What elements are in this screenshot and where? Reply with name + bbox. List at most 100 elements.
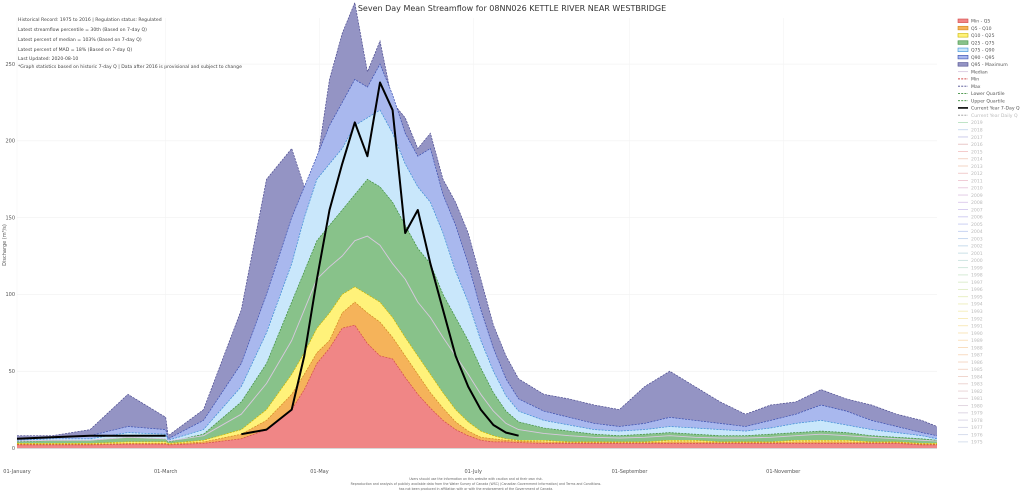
band-q25-q75 [17,179,937,449]
x-tick-label: 01-March [154,469,177,475]
legend-label: 1989 [971,338,983,344]
y-tick-label: 100 [5,292,15,298]
legend-swatch [957,62,969,67]
footer-line: Reproduction and analysis of publicly av… [351,482,602,486]
legend-label: Current Year 7-Day Q [971,106,1020,112]
legend-label: 1998 [971,273,983,279]
legend-swatch [957,33,969,38]
legend-label: 1994 [971,302,983,308]
legend-label: 2004 [971,229,983,235]
band-q95-maximum [17,2,937,448]
y-tick-label: 0 [12,446,15,452]
band-edge-line [16,63,938,440]
y-tick-label: 250 [5,62,15,68]
legend-label: Min - Q5 [971,19,990,25]
legend-label: Q90 - Q95 [971,55,995,61]
legend-label: 1988 [971,345,983,351]
legend-label: 1999 [971,265,983,271]
legend-label: 2009 [971,193,983,199]
band-q90-q95 [17,64,937,448]
legend-label: 2003 [971,236,983,242]
info-line: Latest percent of median = 103% (Based o… [18,37,142,43]
legend-label: 2017 [971,135,983,141]
legend-label: 1980 [971,403,983,409]
legend-label: Median [971,69,988,75]
legend-label: Min [971,77,979,83]
legend-label: 2018 [971,128,983,134]
legend-label: 1978 [971,418,983,424]
legend-label: 2006 [971,215,983,221]
legend-label: 1981 [971,396,983,402]
y-axis-label: Discharge (m³/s) [2,224,8,266]
legend-label: 1997 [971,280,983,286]
legend-label: 1990 [971,331,983,337]
legend-label: 2014 [971,157,983,163]
legend-swatch [957,40,969,45]
legend-label: 2008 [971,200,983,206]
legend-label: 1993 [971,309,983,315]
legend-label: 1985 [971,367,983,373]
legend-label: 1979 [971,411,983,417]
x-tick-label: 01-July [465,469,482,475]
legend-label: Q5 - Q10 [971,26,992,32]
x-tick-label: 01-November [766,469,801,475]
info-line: Last Updated: 2020-08-10 [18,56,78,62]
legend-label: 2010 [971,186,983,192]
legend-label: Q95 - Maximum [971,62,1008,68]
legend-label: 1996 [971,287,983,293]
legend-label: 1982 [971,389,983,395]
legend-label: 2001 [971,251,983,257]
info-line: Latest streamflow percentile = 30th (Bas… [18,27,147,33]
legend-label: Lower Quartile [971,91,1005,97]
legend-label: 1992 [971,316,983,322]
band-edge-line [16,178,938,443]
legend-label: 1995 [971,294,983,300]
band-edge-line [17,324,937,446]
legend-label: 2016 [971,142,983,148]
legend-swatch [957,25,969,31]
legend-label: 1987 [971,353,983,359]
info-line: *Graph statistics based on historic 7-da… [18,64,242,70]
legend-label: Upper Quartile [971,98,1005,104]
legend-label: 2005 [971,222,983,228]
x-tick-label: 01-January [3,469,30,475]
legend-label: 2011 [971,178,983,184]
legend-label: 1975 [971,440,983,446]
band-edge-line [17,301,937,445]
info-line: Latest percent of MAD = 18% (Based on 7-… [18,47,132,53]
legend-label: 1977 [971,425,983,431]
band-edge-line [16,109,938,441]
band-edge-line [17,286,937,444]
legend-label: 1983 [971,382,983,388]
footer-line: has not been produced in affiliation wit… [399,487,553,491]
legend-label: Max [971,84,981,90]
series-line-current-year-7-day-q [16,81,519,440]
legend-swatch [957,47,969,52]
y-tick-label: 50 [9,369,15,375]
x-tick-label: 01-May [310,469,329,475]
y-tick-label: 150 [5,215,15,221]
footer: Users should use the information on this… [351,477,602,491]
legend-label: 2012 [971,171,983,177]
legend-swatch [957,54,969,60]
info-box: Historical Record: 1975 to 2016 | Regula… [18,17,242,70]
legend-label: Q10 - Q25 [971,33,995,39]
x-tick-label: 01-September [612,469,649,475]
legend-label: Q75 - Q90 [971,48,995,54]
legend-label: 2019 [971,120,983,126]
legend-label: Q25 - Q75 [971,40,995,46]
legend-label: 1991 [971,324,983,330]
plot-area: 0 50 100 150 200 250 01-January 01-March 01-May 0… [3,1,938,475]
band-edge-line [17,1,938,437]
legend-label: 2013 [971,164,983,170]
legend-label: Current Year Daily Q [971,113,1018,119]
legend-label: 1986 [971,360,983,366]
legend-label: 2002 [971,244,983,250]
info-line: Historical Record: 1975 to 2016 | Regula… [18,17,162,23]
chart-title: Seven Day Mean Streamflow for 08NN026 KE… [358,4,666,13]
legend-label: 1984 [971,374,983,380]
legend-label: 2007 [971,207,983,213]
footer-line: Users should use the information on this… [409,477,543,481]
